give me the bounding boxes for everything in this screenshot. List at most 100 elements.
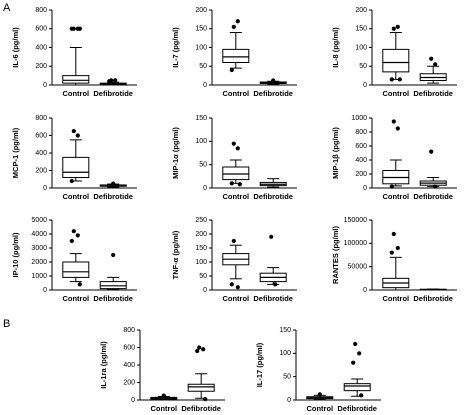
y-tick-label: 150 [195,245,207,252]
y-axis-label: TNF-α (pg/ml) [171,230,180,279]
outlier [389,250,394,255]
outlier [391,231,396,237]
y-axis-label: IL-17 (pg/ml) [255,342,264,387]
y-axis-label: IP-10 (pg/ml) [11,232,20,278]
outlier [391,119,396,124]
y-tick-label: 0 [43,82,47,89]
x-tick-label: Control [382,192,409,201]
y-tick-label: 0 [363,82,367,89]
x-tick-label: Control [222,192,249,201]
x-tick-label: Control [222,294,249,303]
y-tick-label: 0 [43,185,47,192]
outlier [235,146,240,151]
outlier [113,78,118,83]
outlier [71,229,76,234]
y-axis-label: IL-6 (pg/ml) [11,27,20,68]
outlier [77,282,82,287]
y-tick-label: 150 [195,26,207,33]
y-tick-label: 100 [195,138,207,145]
outlier [357,351,362,356]
outlier [433,62,438,67]
y-tick-label: 0 [287,397,291,404]
y-tick-label: 600 [35,26,47,33]
y-tick-label: 50 [199,273,207,280]
y-tick-label: 4000 [31,231,47,238]
x-tick-label: Defibrotide [253,89,293,98]
outlier [391,26,396,31]
y-tick-label: 2000 [31,259,47,266]
y-tick-label: 0 [131,397,135,404]
y-tick-label: 800 [35,115,47,122]
y-tick-label: 800 [355,129,367,136]
y-tick-label: 0 [203,185,207,192]
x-tick-label: Control [382,294,409,303]
y-tick-label: 100 [195,44,207,51]
x-tick-label: Defibrotide [253,294,293,303]
y-tick-label: 400 [35,150,47,157]
y-tick-label: 150 [195,115,207,122]
outlier [231,141,236,146]
x-tick-label: Defibrotide [413,294,453,303]
outlier [237,182,242,187]
x-tick-label: Control [222,89,249,98]
outlier [229,181,234,186]
y-tick-label: 0 [203,287,207,294]
y-tick-label: 5000 [31,217,47,224]
outlier [235,19,240,24]
outlier [271,78,276,83]
y-axis-label: MIP-1α (pg/ml) [171,127,180,179]
outlier [229,67,234,73]
y-tick-label: 200 [195,7,207,14]
y-tick-label: 100000 [344,240,367,247]
outlier [395,245,400,251]
box [99,281,127,290]
outlier [231,238,236,244]
outlier [389,184,394,189]
y-tick-label: 0 [363,185,367,192]
box [62,156,90,178]
outlier [161,393,166,398]
y-axis-label: IL-8 (pg/ml) [331,27,340,68]
x-tick-label: Defibrotide [93,89,133,98]
box [382,48,410,73]
y-axis-label: MCP-1 (pg/ml) [11,127,20,178]
y-tick-label: 200 [35,63,47,70]
box [222,48,250,63]
y-tick-label: 250 [195,217,207,224]
y-tick-label: 200 [355,7,367,14]
outlier [231,24,236,29]
y-tick-label: 150 [279,327,291,334]
y-tick-label: 0 [203,82,207,89]
x-tick-label: Control [62,192,89,201]
y-tick-label: 200 [355,171,367,178]
outlier [317,392,322,397]
outlier [203,397,208,402]
y-tick-label: 50 [199,162,207,169]
y-tick-label: 600 [123,344,135,351]
y-axis-label: IL-1ra (pg/ml) [99,341,108,389]
y-tick-label: 50 [199,63,207,70]
y-tick-label: 50000 [348,264,368,271]
outlier [353,341,358,347]
y-tick-label: 200 [35,167,47,174]
outlier [75,133,80,138]
outlier [195,348,200,354]
outlier [111,181,116,186]
x-tick-label: Control [62,89,89,98]
box [62,261,90,278]
x-tick-label: Defibrotide [413,89,453,98]
y-tick-label: 3000 [31,245,47,252]
outlier [359,393,364,398]
x-tick-label: Defibrotide [93,192,133,201]
y-tick-label: 800 [35,7,47,14]
outlier [77,26,82,31]
y-tick-label: 400 [123,362,135,369]
y-tick-label: 200 [123,379,135,386]
y-axis-label: RANTES (pg/ml) [331,226,340,284]
box [222,166,250,181]
y-tick-label: 50 [283,374,291,381]
outlier [433,184,438,189]
outlier [69,26,74,31]
outlier [395,126,400,131]
